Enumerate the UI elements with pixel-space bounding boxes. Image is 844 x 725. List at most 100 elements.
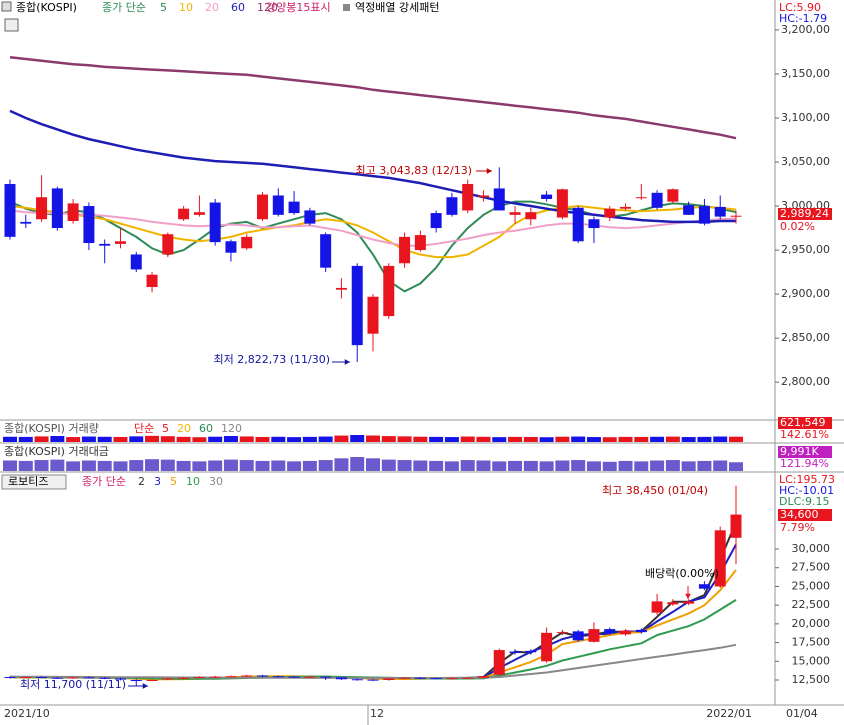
candle-body [698, 584, 710, 589]
volume-bar [444, 437, 459, 442]
candle-body [351, 265, 363, 346]
amount-bar [650, 460, 665, 471]
legend-pattern: 역정배열 강세패턴 [355, 1, 439, 14]
change-label: 121.94% [780, 457, 829, 470]
y-tick-label: 17,500 [792, 636, 831, 649]
legend-label: 종가 단순 [82, 475, 126, 488]
x-extra-label: 01/04 [786, 707, 818, 720]
stock-box[interactable] [1, 474, 67, 490]
candle-body [430, 213, 442, 229]
amount-bar [539, 461, 554, 471]
candle-body [698, 206, 710, 224]
candle-body [162, 678, 174, 680]
amount-tag-box [778, 446, 832, 458]
candle-body [541, 194, 553, 199]
candle-body [635, 629, 647, 633]
volume-bar [413, 436, 428, 442]
candle-body [320, 234, 332, 268]
arrow-head [142, 683, 148, 689]
amount-bar [460, 460, 475, 471]
y-tick-label: 2,950,00 [781, 243, 830, 256]
price-tag: 2,989,24 [780, 207, 829, 220]
volume-bar [160, 436, 175, 442]
amount-bar [413, 460, 428, 471]
volume-bar [34, 436, 49, 442]
y-tick-label: 3,100,00 [781, 111, 830, 124]
candle-body [651, 601, 663, 613]
candle-body [114, 241, 126, 244]
candle-body [209, 676, 221, 678]
legend-title: 종합(KOSPI) [16, 1, 77, 14]
candle-body [556, 632, 568, 634]
ma-line [9, 643, 737, 679]
candle-body [288, 201, 300, 214]
amount-bar [602, 461, 617, 471]
amount-bar [571, 460, 586, 471]
candle-body [67, 203, 79, 222]
volume-bar [586, 437, 601, 442]
candle-body [683, 601, 695, 604]
amount-bar [492, 461, 507, 471]
volume-bar [145, 435, 160, 442]
menu-icon[interactable] [1, 1, 12, 12]
volume-bar [50, 436, 65, 442]
y-tick-label: 30,000 [792, 542, 831, 555]
candle-body [383, 265, 395, 317]
amount-bar [50, 459, 65, 471]
legend-label: 종가 단순 [102, 1, 146, 14]
volume-bar [18, 436, 33, 442]
candle-body [114, 678, 126, 680]
y-tick-label: 12,500 [792, 673, 831, 686]
volume-bar [318, 436, 333, 442]
volume-bar [508, 436, 523, 442]
candle-body [272, 195, 284, 215]
x-tick-label: 2021/10 [4, 707, 50, 720]
candle-body [588, 629, 600, 642]
volume-bar [334, 435, 349, 442]
candle-body [257, 675, 269, 677]
amount-bar [113, 461, 128, 471]
volume-bar [350, 435, 365, 442]
x-tick-label: 12 [370, 707, 384, 720]
candle-body [225, 241, 237, 253]
amount-bar [208, 460, 223, 471]
candle-body [304, 210, 316, 224]
volume-bar [3, 436, 17, 442]
volume-tag: 621,549 [780, 416, 826, 429]
y-tick-label: 20,000 [792, 617, 831, 630]
amount-bar [192, 461, 207, 471]
candle-body [635, 197, 647, 199]
amount-bar [618, 460, 633, 471]
ma-line [9, 209, 737, 247]
volume-bar [81, 436, 96, 442]
amount-bar [271, 460, 286, 471]
volume-bar [571, 436, 586, 442]
table-icon[interactable] [4, 18, 19, 32]
y-tick-label: 27,500 [792, 561, 831, 574]
candle-body [130, 254, 142, 270]
volume-bar [255, 436, 270, 442]
volume-bar [113, 436, 128, 442]
y-tick-label: 2,900,00 [781, 287, 830, 300]
amount-bar [160, 459, 175, 471]
ma-line [467, 544, 737, 680]
volume-bar [239, 436, 254, 442]
amount-bar [176, 460, 191, 471]
candle-body [193, 212, 205, 215]
legend-entry: 60 [199, 422, 213, 435]
amount-bar [223, 459, 238, 471]
candle-body [667, 602, 679, 605]
event-note: 배당락(0.00%) [645, 567, 719, 580]
legend-entry: 5 [170, 475, 177, 488]
volume-bar [66, 437, 81, 442]
candle-body [178, 677, 190, 679]
hc-label: HC:-1.79 [779, 12, 827, 25]
candle-body [525, 212, 537, 220]
legend-entry: 30 [209, 475, 223, 488]
amount-bar [713, 460, 728, 471]
candle-body [178, 208, 190, 220]
candle-body [351, 679, 363, 681]
amount-bar [34, 460, 49, 471]
